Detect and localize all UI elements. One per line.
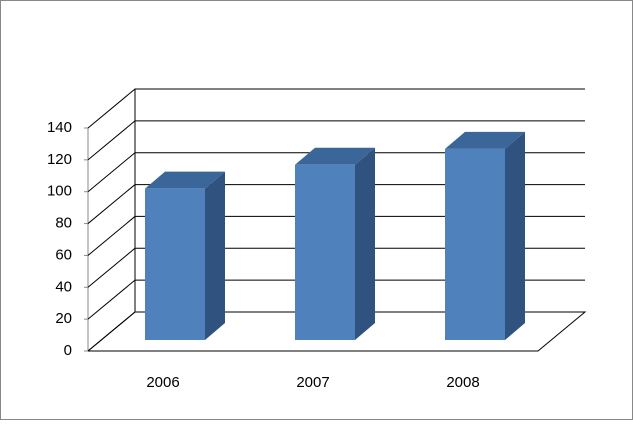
grid-line xyxy=(87,152,585,193)
grid-line xyxy=(87,311,585,352)
x-tick-label: 2006 xyxy=(146,374,179,391)
y-tick-label: 80 xyxy=(55,215,72,232)
bar-top xyxy=(445,131,525,149)
bar-top xyxy=(145,171,225,189)
bar xyxy=(445,148,505,340)
y-tick-label: 140 xyxy=(47,119,72,136)
y-tick-label: 0 xyxy=(64,342,72,359)
grid-line xyxy=(87,279,585,320)
bar-side xyxy=(205,171,225,340)
x-tick-label: 2008 xyxy=(446,374,479,391)
grid-line xyxy=(87,247,585,288)
bar xyxy=(145,188,205,340)
y-tick-label: 60 xyxy=(55,246,72,263)
grid-line xyxy=(87,120,585,161)
y-tick-label: 120 xyxy=(47,151,72,168)
grid-line xyxy=(87,88,585,129)
bar-side xyxy=(355,147,375,340)
y-tick-label: 100 xyxy=(47,183,72,200)
bar xyxy=(295,164,355,340)
y-tick-label: 20 xyxy=(55,310,72,327)
bar-side xyxy=(505,131,525,340)
grid-line xyxy=(87,215,585,256)
y-tick-label: 40 xyxy=(55,278,72,295)
grid-line xyxy=(87,184,585,224)
bar-top xyxy=(295,147,375,165)
x-tick-label: 2007 xyxy=(296,374,329,391)
